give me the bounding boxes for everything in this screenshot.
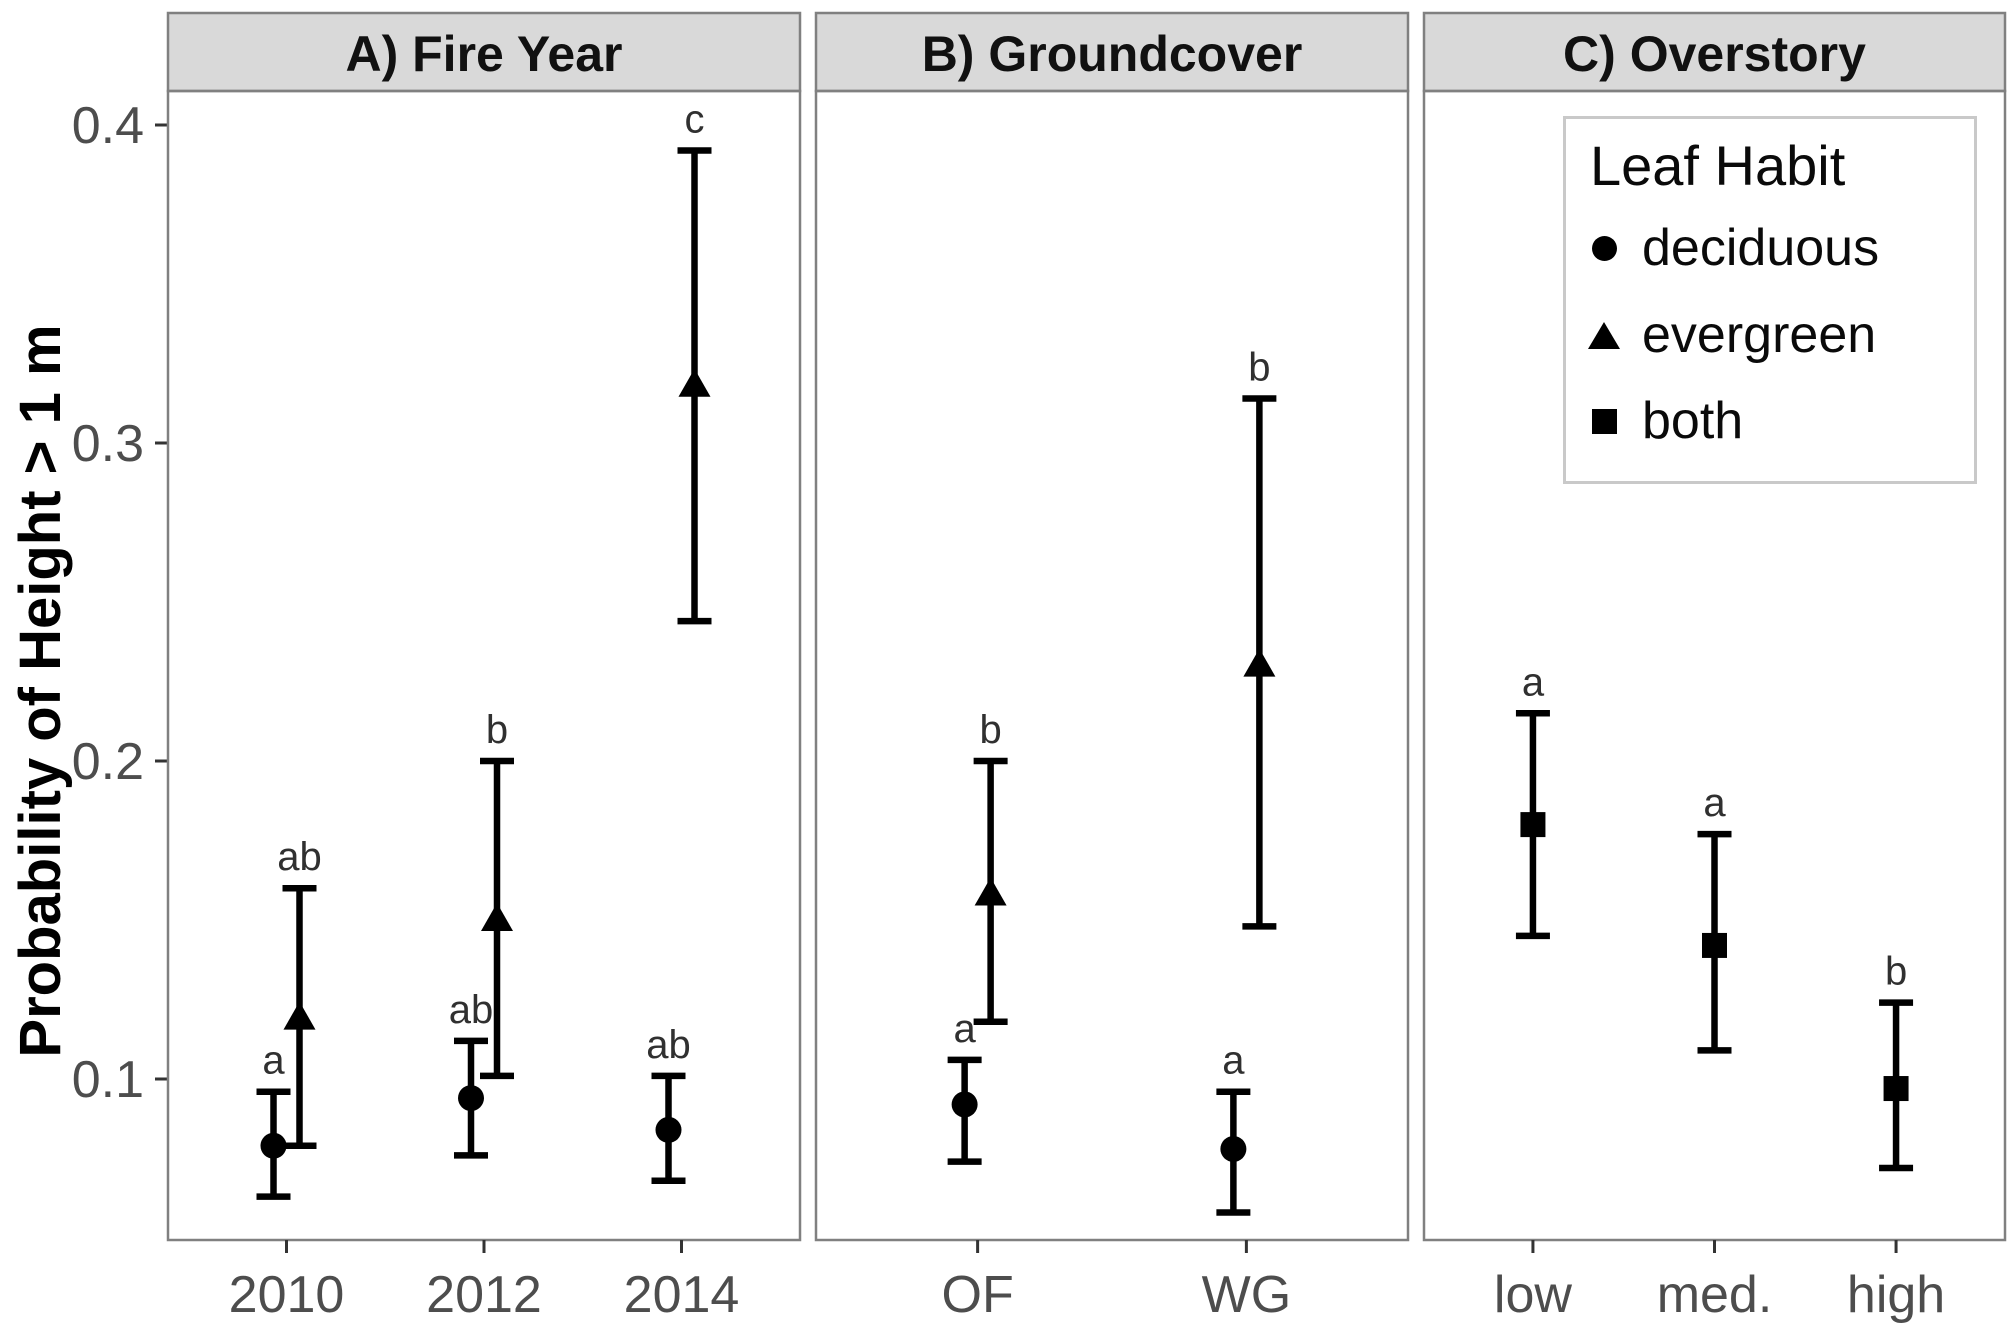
- panel-border: [814, 89, 1410, 1242]
- significance-letter: b: [979, 708, 1001, 752]
- significance-letter: a: [1703, 781, 1726, 825]
- legend-item-label: both: [1642, 392, 1744, 450]
- point-square-both: [1702, 932, 1727, 958]
- legend-title: Leaf Habit: [1590, 134, 1846, 197]
- circle-marker-icon: [1566, 235, 1642, 261]
- x-axis-tick-label: 2010: [229, 1266, 345, 1324]
- significance-letter: ab: [646, 1023, 691, 1067]
- y-axis-tick-label: 0.2: [72, 733, 144, 791]
- y-axis-tick-label: 0.3: [72, 415, 144, 473]
- legend-item-label: evergreen: [1642, 306, 1877, 364]
- point-circle-deciduous: [260, 1132, 287, 1159]
- point-triangle-evergreen: [678, 368, 711, 397]
- x-axis-tick-label: OF: [942, 1266, 1014, 1324]
- significance-letter: a: [1222, 1039, 1245, 1083]
- significance-letter: ab: [277, 835, 322, 879]
- point-circle-deciduous: [458, 1085, 484, 1112]
- panel-strip-label: C) Overstory: [1563, 26, 1866, 82]
- significance-letter: a: [1522, 660, 1545, 704]
- y-axis-tick-label: 0.4: [72, 97, 144, 155]
- legend-item-evergreen: evergreen: [1566, 306, 1877, 364]
- square-marker-icon: [1566, 408, 1642, 434]
- point-square-both: [1520, 812, 1546, 838]
- x-axis-tick-label: 2012: [426, 1266, 542, 1324]
- point-triangle-evergreen: [481, 903, 513, 931]
- significance-letter: c: [685, 97, 705, 141]
- y-axis-title: Probability of Height > 1 m: [7, 324, 73, 1058]
- legend: Leaf Habit deciduous evergreen both: [1563, 116, 1977, 484]
- x-axis-tick-label: med.: [1657, 1266, 1773, 1324]
- point-triangle-evergreen: [1243, 648, 1276, 677]
- significance-letter: b: [486, 708, 508, 752]
- panel-strip: [814, 11, 1410, 93]
- y-axis-tick-label: 0.1: [72, 1051, 144, 1109]
- x-axis-tick-label: WG: [1202, 1266, 1292, 1324]
- x-axis-tick-label: low: [1494, 1266, 1572, 1324]
- significance-letter: b: [1885, 950, 1907, 994]
- point-square-both: [1883, 1076, 1909, 1102]
- point-circle-deciduous: [951, 1091, 978, 1118]
- significance-letter: a: [953, 1007, 976, 1051]
- panel-strip-label: A) Fire Year: [345, 26, 622, 82]
- panel-strip: [1422, 11, 2007, 93]
- legend-item-deciduous: deciduous: [1566, 219, 1880, 277]
- point-triangle-evergreen: [974, 877, 1007, 906]
- x-axis-tick-label: high: [1847, 1266, 1945, 1324]
- x-axis-tick-label: 2014: [624, 1266, 740, 1324]
- point-circle-deciduous: [655, 1116, 682, 1143]
- point-circle-deciduous: [1220, 1135, 1247, 1162]
- point-triangle-evergreen: [283, 1001, 316, 1030]
- significance-letter: a: [262, 1039, 285, 1083]
- significance-letter: ab: [449, 988, 494, 1032]
- legend-item-both: both: [1566, 392, 1744, 450]
- legend-item-label: deciduous: [1642, 219, 1880, 277]
- significance-letter: b: [1248, 345, 1270, 389]
- panel-strip-label: B) Groundcover: [922, 26, 1303, 82]
- triangle-marker-icon: [1566, 321, 1642, 349]
